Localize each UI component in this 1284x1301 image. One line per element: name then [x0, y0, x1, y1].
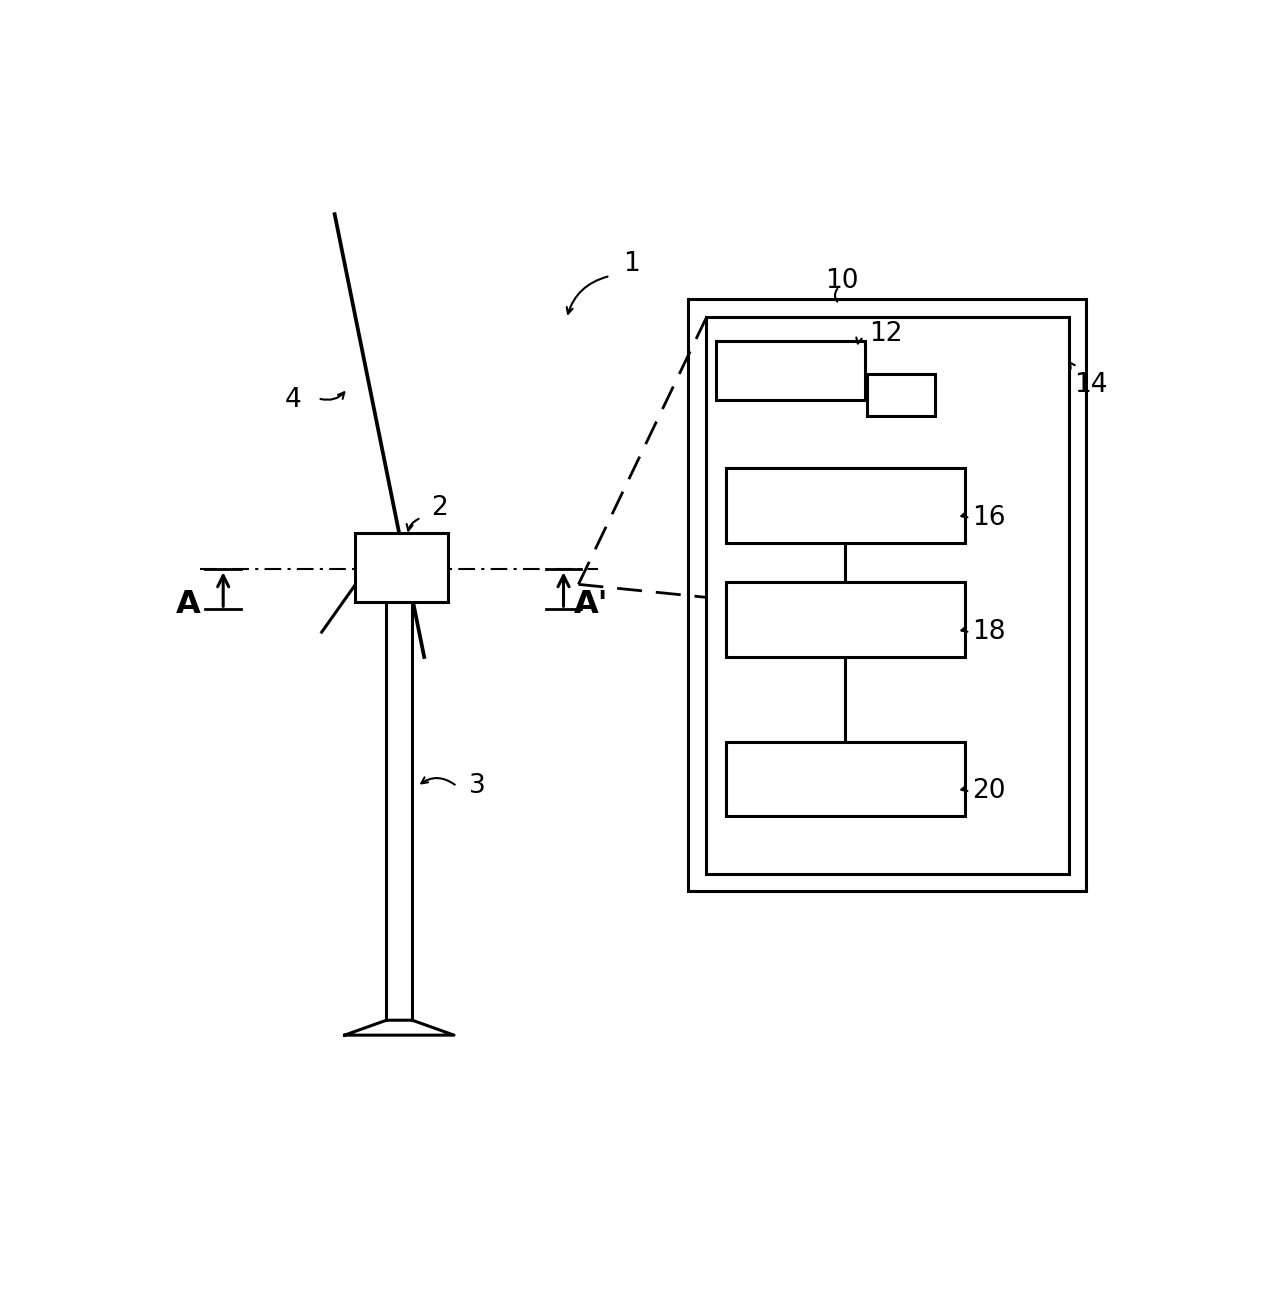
Text: 16: 16 — [972, 505, 1005, 531]
Bar — [867, 375, 935, 416]
Bar — [725, 742, 964, 816]
Text: 1: 1 — [623, 251, 639, 277]
Bar — [706, 316, 1070, 874]
Bar — [725, 468, 964, 543]
Bar — [725, 583, 964, 657]
Text: 4: 4 — [285, 388, 302, 414]
Text: 20: 20 — [972, 778, 1005, 804]
Text: 14: 14 — [1073, 372, 1108, 398]
Text: 3: 3 — [469, 773, 485, 799]
Text: A': A' — [574, 589, 607, 619]
Text: A: A — [176, 589, 200, 619]
Bar — [715, 341, 865, 401]
Text: 12: 12 — [869, 320, 903, 346]
Text: 18: 18 — [972, 619, 1005, 645]
Text: 10: 10 — [826, 268, 859, 294]
Bar — [354, 532, 448, 602]
Bar — [688, 299, 1086, 891]
Text: 2: 2 — [431, 494, 448, 520]
